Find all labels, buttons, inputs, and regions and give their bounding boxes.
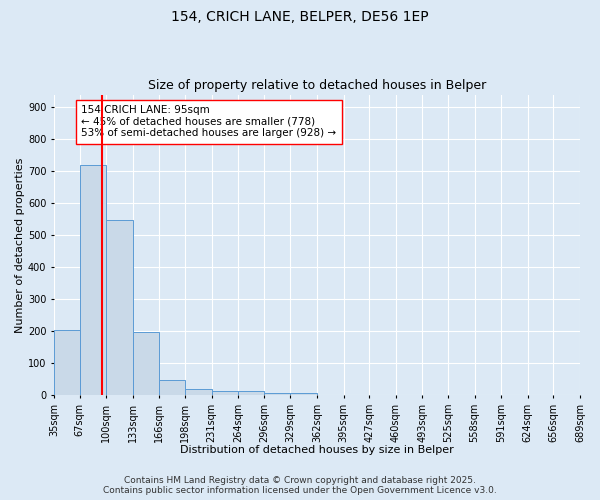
Bar xyxy=(264,392,290,395)
Title: Size of property relative to detached houses in Belper: Size of property relative to detached ho… xyxy=(148,79,486,92)
Bar xyxy=(54,330,80,395)
Text: 154, CRICH LANE, BELPER, DE56 1EP: 154, CRICH LANE, BELPER, DE56 1EP xyxy=(171,10,429,24)
Bar xyxy=(185,388,212,395)
Text: Contains HM Land Registry data © Crown copyright and database right 2025.
Contai: Contains HM Land Registry data © Crown c… xyxy=(103,476,497,495)
Bar xyxy=(290,393,317,395)
Bar xyxy=(106,220,133,395)
X-axis label: Distribution of detached houses by size in Belper: Distribution of detached houses by size … xyxy=(180,445,454,455)
Bar xyxy=(212,390,238,395)
Bar xyxy=(159,380,185,395)
Y-axis label: Number of detached properties: Number of detached properties xyxy=(15,157,25,332)
Bar xyxy=(80,165,106,395)
Bar xyxy=(133,332,159,395)
Text: 154 CRICH LANE: 95sqm
← 45% of detached houses are smaller (778)
53% of semi-det: 154 CRICH LANE: 95sqm ← 45% of detached … xyxy=(81,105,337,138)
Bar xyxy=(238,391,264,395)
